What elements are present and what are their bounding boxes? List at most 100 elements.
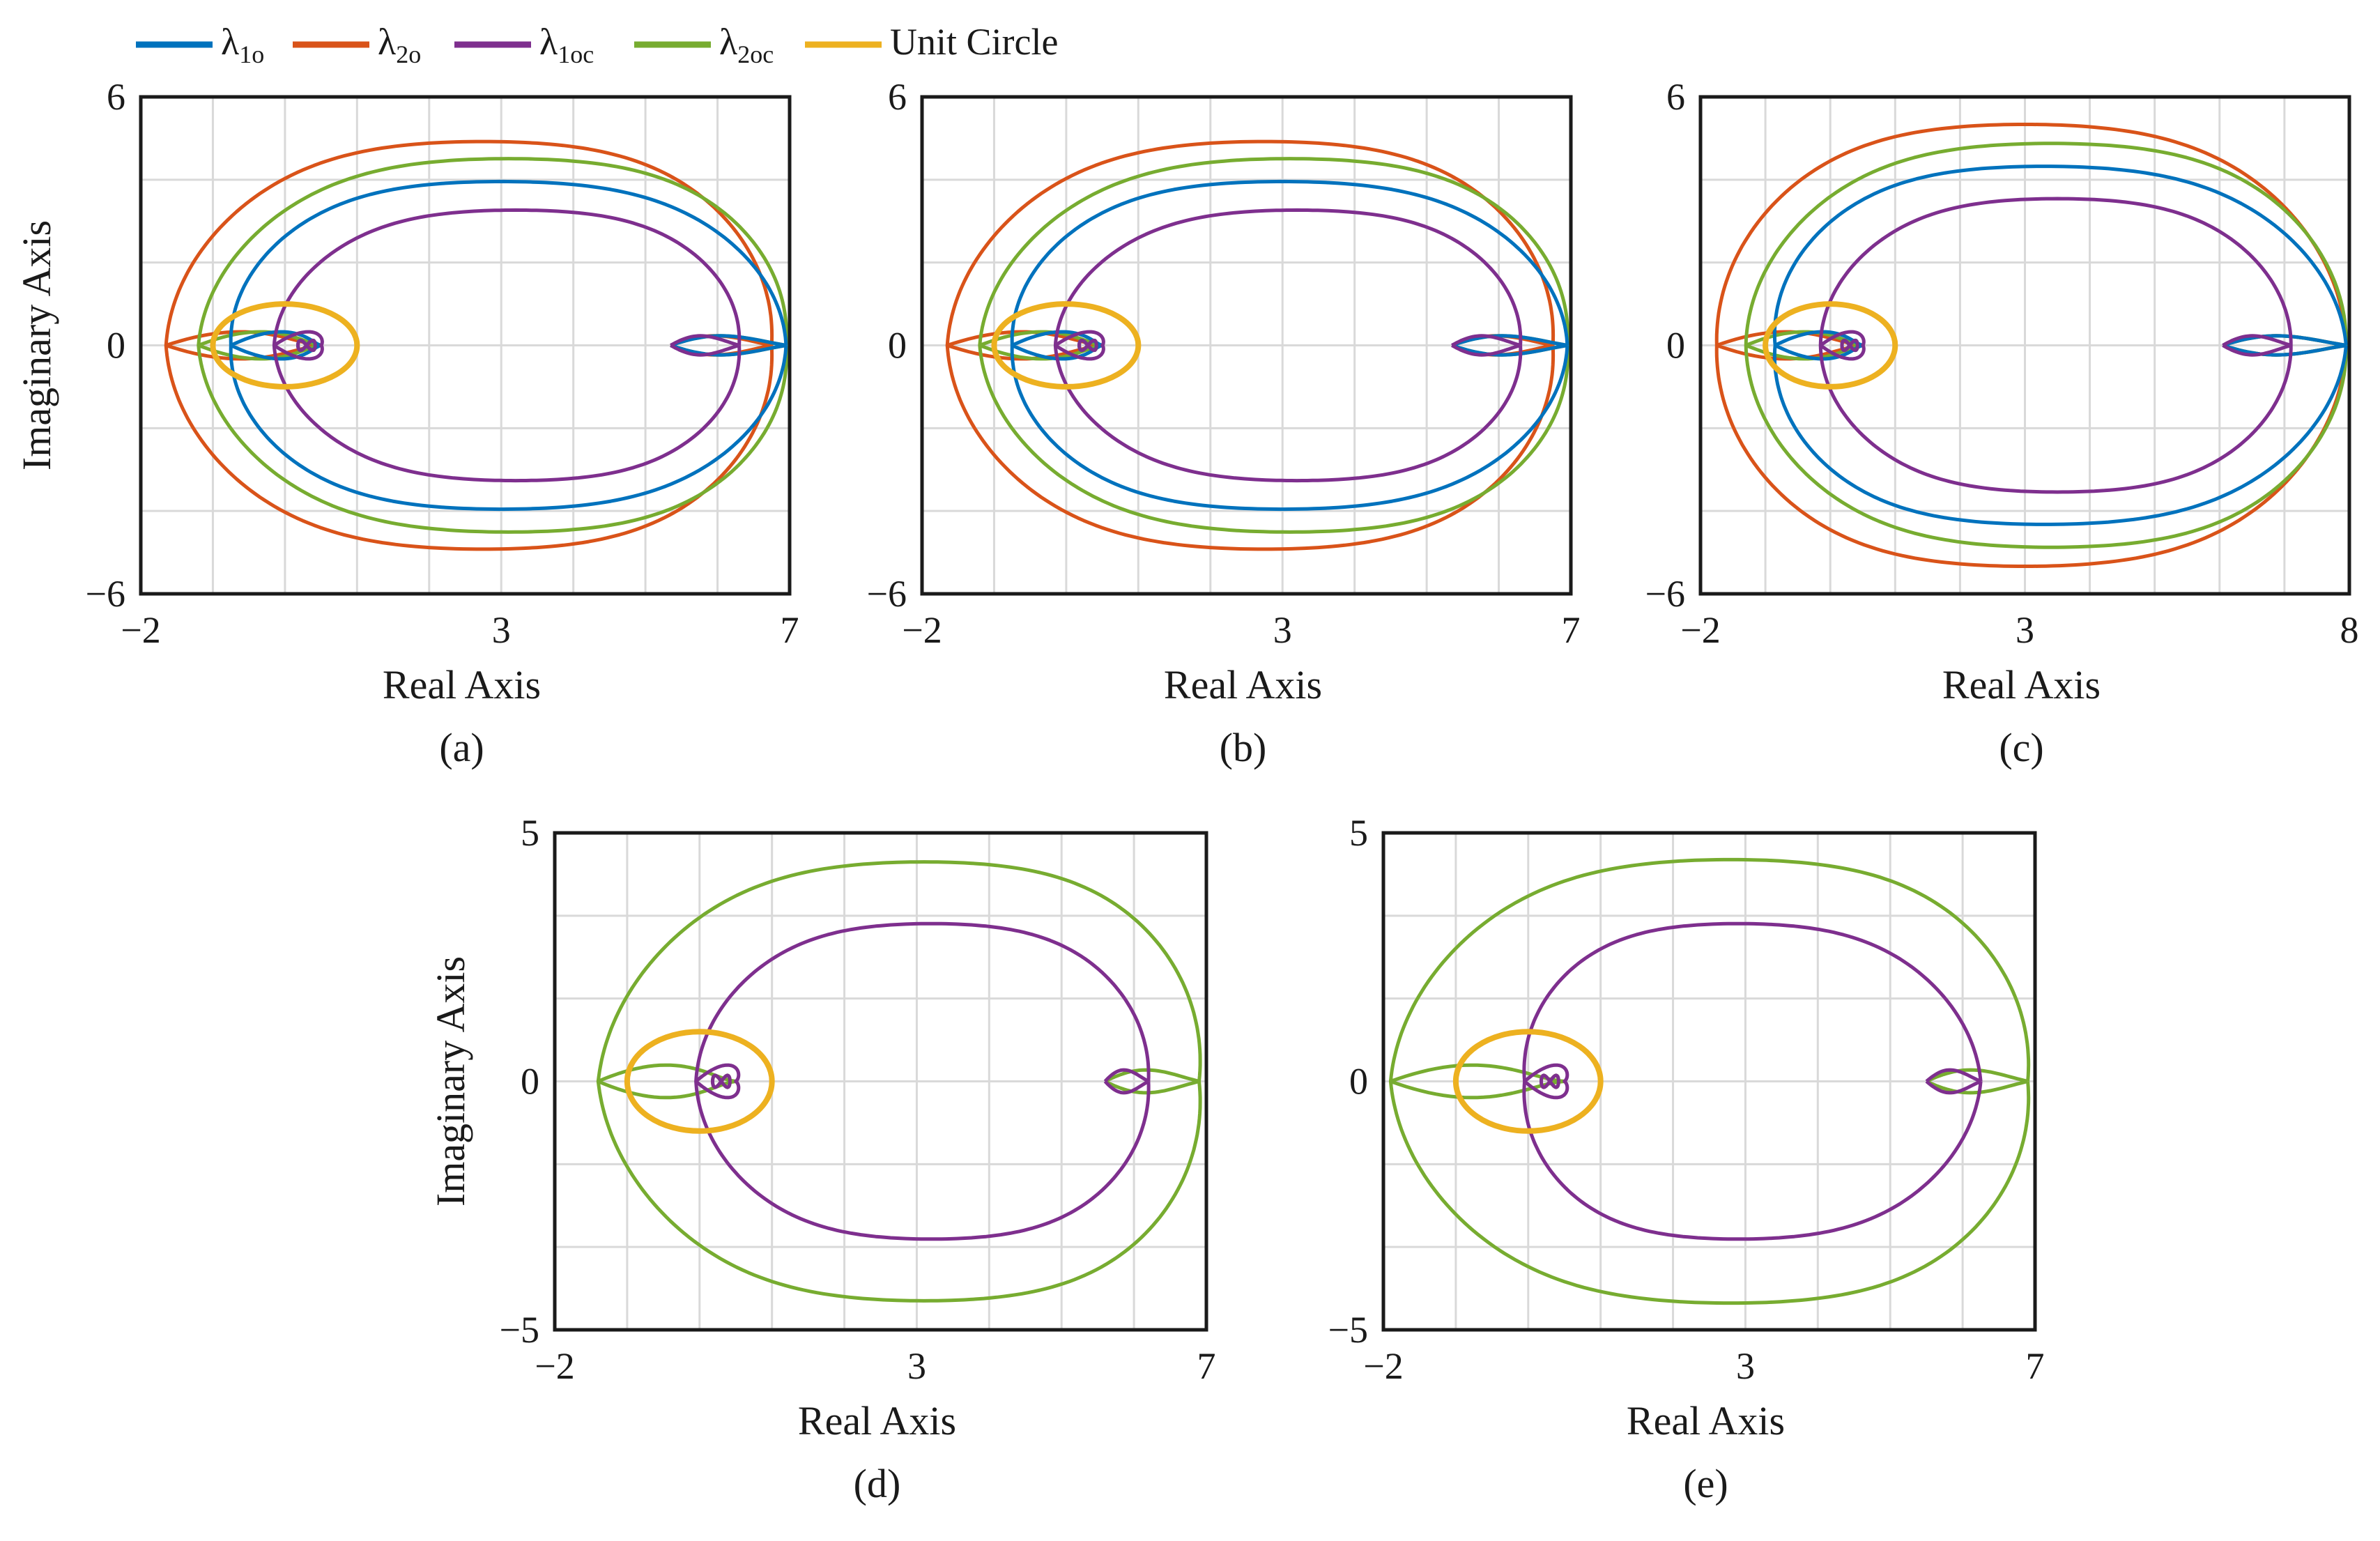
series-unit-circle	[991, 301, 1142, 390]
x-tick-label: −2	[535, 1345, 574, 1387]
x-axis-label: Real Axis	[383, 662, 541, 707]
grid	[1699, 95, 2351, 595]
series-unit-circle	[1763, 301, 1898, 390]
series-lobe--1oc	[1925, 1080, 1982, 1095]
axes-box	[1698, 95, 2351, 596]
x-axis-label: Real Axis	[1942, 662, 2101, 707]
legend-label: λ1oc	[539, 21, 594, 68]
series-lobe--1oc	[2222, 344, 2291, 357]
series-lobe--2oc	[1104, 1068, 1200, 1083]
x-tick-label: 3	[2016, 609, 2034, 651]
x-tick-label: 3	[492, 609, 511, 651]
y-tick-label: 0	[1349, 1061, 1368, 1103]
y-tick-label: 0	[1666, 325, 1685, 367]
series-tip-loop--1oc	[295, 338, 317, 353]
series-tip-loop--1oc	[1840, 338, 1859, 353]
x-tick-label: 3	[1273, 609, 1292, 651]
y-tick-label: −6	[867, 573, 907, 615]
legend-label: λ1o	[221, 21, 264, 68]
x-tick-label: −2	[1680, 609, 1720, 651]
y-tick-label: −6	[86, 573, 125, 615]
axes-box	[139, 95, 792, 596]
series-group	[596, 860, 1202, 1303]
x-tick-label: −2	[902, 609, 942, 651]
panels: −2 3 7 −6 0 6 Real Axis Imaginary Axis (a) −2 3 7 −6…	[14, 76, 2359, 1506]
series-group	[1388, 857, 2031, 1305]
series-lobe--1oc	[1103, 1080, 1150, 1095]
series-line--1oc	[272, 208, 742, 483]
series-group	[945, 139, 1569, 551]
y-tick-label: −5	[500, 1309, 539, 1351]
x-tick-label: 3	[1736, 1345, 1755, 1387]
series-lobe--1o	[2222, 344, 2347, 357]
x-tick-label: 7	[1197, 1345, 1216, 1387]
series-tip-loop--1oc	[1539, 1073, 1560, 1089]
series-unit-circle	[210, 301, 360, 390]
axes-box	[1381, 831, 2037, 1332]
chart-panel-a: −2 3 7 −6 0 6 Real Axis Imaginary Axis (a)	[14, 76, 799, 770]
axes-box	[553, 831, 1208, 1332]
series-lobe--1o	[1451, 344, 1568, 357]
x-tick-label: 7	[781, 609, 799, 651]
y-axis-label: Imaginary Axis	[14, 220, 59, 470]
x-tick-label: 3	[907, 1345, 926, 1387]
y-tick-label: 6	[107, 76, 125, 118]
series-lobe--1o	[2222, 334, 2347, 347]
panel-caption: (c)	[1999, 725, 2043, 770]
legend-label: λ2oc	[719, 21, 774, 68]
panel-caption: (d)	[854, 1461, 901, 1506]
series-unit-circle	[624, 1029, 775, 1134]
series-line--1oc	[1522, 921, 1983, 1241]
x-tick-label: 8	[2340, 609, 2359, 651]
y-axis-label: Imaginary Axis	[428, 956, 473, 1206]
y-tick-label: −6	[1645, 573, 1685, 615]
series-lobe--1oc	[1451, 344, 1521, 357]
grid	[921, 95, 1572, 595]
x-axis-label: Real Axis	[798, 1398, 956, 1443]
y-tick-label: 0	[521, 1061, 539, 1103]
series-lobe--2oc	[1926, 1068, 2029, 1083]
series-line--1oc	[1818, 197, 2293, 494]
series-line--1oc	[694, 921, 1151, 1241]
series-lobe--1oc	[1451, 334, 1521, 347]
legend-item-l2oc: λ2oc	[634, 21, 774, 68]
x-axis-label: Real Axis	[1164, 662, 1322, 707]
legend-item-l1o: λ1o	[136, 21, 264, 68]
legend-item-unit: Unit Circle	[805, 21, 1058, 63]
legend-item-l1oc: λ1oc	[454, 21, 594, 68]
series-line--1oc	[1053, 208, 1523, 483]
x-tick-label: −2	[121, 609, 160, 651]
y-tick-label: 5	[1349, 812, 1368, 854]
series-lobe--1oc	[670, 334, 740, 347]
series-unit-circle	[1452, 1029, 1604, 1134]
series-group	[164, 139, 788, 551]
legend-subscript: 1o	[239, 40, 264, 68]
legend: λ1o λ2o λ1oc λ2oc Unit Circle	[136, 21, 1058, 68]
y-tick-label: −5	[1328, 1309, 1368, 1351]
y-tick-label: 6	[1666, 76, 1685, 118]
series-group	[1714, 123, 2348, 568]
series-lobe--1o	[670, 334, 787, 347]
y-tick-label: 5	[521, 812, 539, 854]
grid	[1382, 831, 2036, 1331]
legend-item-l2o: λ2o	[293, 21, 421, 68]
x-tick-label: −2	[1363, 1345, 1403, 1387]
legend-label: λ2o	[378, 21, 421, 68]
grid	[139, 95, 791, 595]
series-tip-loop--1oc	[1077, 338, 1098, 353]
series-lobe--1o	[1451, 334, 1568, 347]
y-tick-label: 6	[888, 76, 907, 118]
legend-subscript: 2oc	[737, 40, 774, 68]
x-tick-label: 7	[2026, 1345, 2045, 1387]
series-lobe--1oc	[670, 344, 740, 357]
series-lobe--1oc	[2222, 334, 2291, 347]
series-lobe--1o	[670, 344, 787, 357]
series-lobe--2oc	[1926, 1080, 2029, 1095]
series-lobe--1oc	[1103, 1068, 1150, 1083]
legend-subscript: 2o	[396, 40, 421, 68]
legend-subscript: 1oc	[558, 40, 594, 68]
x-axis-label: Real Axis	[1627, 1398, 1785, 1443]
y-tick-label: 0	[888, 325, 907, 367]
panel-caption: (e)	[1683, 1461, 1728, 1506]
